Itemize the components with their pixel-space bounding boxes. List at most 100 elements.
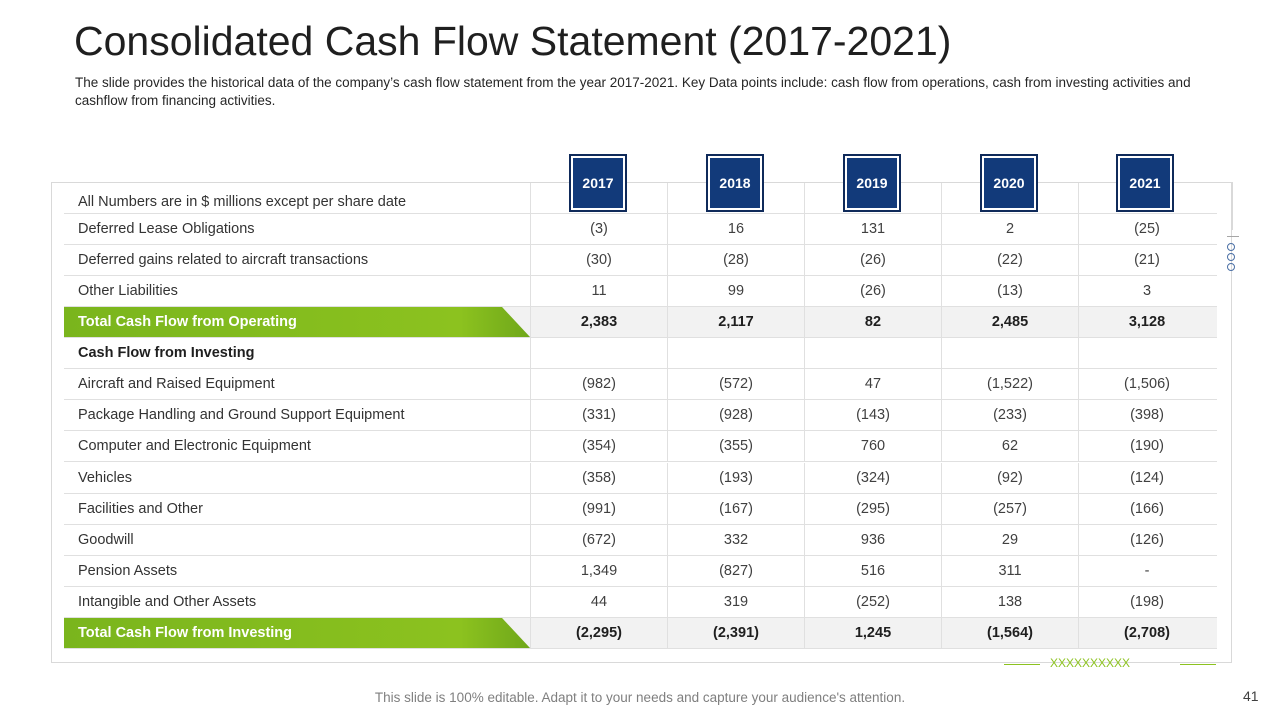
table-frame <box>51 182 1232 663</box>
total-investing-row: Total Cash Flow from Investing (2,295) (… <box>64 618 1217 649</box>
year-label: 2021 <box>1120 158 1170 208</box>
row-label: Total Cash Flow from Operating <box>78 314 297 330</box>
year-label: 2017 <box>573 158 623 208</box>
row-label: Intangible and Other Assets <box>78 594 257 610</box>
table-row: Pension Assets 1,349 (827) 516 311 - <box>64 556 1217 587</box>
table-row: Computer and Electronic Equipment (354) … <box>64 431 1217 462</box>
cell-2017: (358) <box>530 463 667 493</box>
table-row: Vehicles (358) (193) (324) (92) (124) <box>64 463 1217 494</box>
cell-2018: 99 <box>667 276 804 306</box>
table-row: Goodwill (672) 332 936 29 (126) <box>64 525 1217 556</box>
table-row: Deferred Lease Obligations (3) 16 131 2 … <box>64 214 1217 245</box>
year-header-2021: 2021 <box>1116 154 1174 212</box>
section-heading: Cash Flow from Investing <box>78 345 255 361</box>
cell-2020: (257) <box>941 494 1078 524</box>
cell-2017: (30) <box>530 245 667 275</box>
cell-2019: 82 <box>804 307 941 337</box>
year-label: 2019 <box>847 158 897 208</box>
cell-2018: (928) <box>667 400 804 430</box>
cell-2020: (1,522) <box>941 369 1078 399</box>
cell-2018: 319 <box>667 587 804 617</box>
cell-2018: (827) <box>667 556 804 586</box>
cell-2018: (167) <box>667 494 804 524</box>
total-row-banner <box>64 307 530 337</box>
decorative-dots-icon <box>1227 236 1239 273</box>
cell-2017: 2,383 <box>530 307 667 337</box>
cell-2017: (982) <box>530 369 667 399</box>
cell-2019: 936 <box>804 525 941 555</box>
cell-2020: 311 <box>941 556 1078 586</box>
cell-2019 <box>804 338 941 368</box>
cell-2017: (3) <box>530 214 667 244</box>
cell-2021: 3,128 <box>1078 307 1215 337</box>
row-label: Total Cash Flow from Investing <box>78 625 293 641</box>
footer-rule-left <box>1004 664 1040 665</box>
cell-2019: (143) <box>804 400 941 430</box>
cell-2017: 11 <box>530 276 667 306</box>
footnote: This slide is 100% editable. Adapt it to… <box>374 690 906 705</box>
table-row: Deferred gains related to aircraft trans… <box>64 245 1217 276</box>
year-header-2020: 2020 <box>980 154 1038 212</box>
cell-2019: (252) <box>804 587 941 617</box>
cell-2020 <box>941 338 1078 368</box>
cell-2018: (572) <box>667 369 804 399</box>
year-header-2017: 2017 <box>569 154 627 212</box>
cell-2021: (1,506) <box>1078 369 1215 399</box>
cell-2020: 2 <box>941 214 1078 244</box>
cell-2021: (124) <box>1078 463 1215 493</box>
table-row: Facilities and Other (991) (167) (295) (… <box>64 494 1217 525</box>
row-label: Vehicles <box>78 470 133 486</box>
year-label: 2020 <box>984 158 1034 208</box>
cell-2019: 131 <box>804 214 941 244</box>
row-label: Pension Assets <box>78 563 178 579</box>
row-label: Other Liabilities <box>78 283 178 299</box>
cell-2021: (126) <box>1078 525 1215 555</box>
cell-2019: (26) <box>804 245 941 275</box>
cell-2020: 138 <box>941 587 1078 617</box>
cell-2018: (355) <box>667 431 804 461</box>
cell-2021 <box>1078 338 1215 368</box>
cell-2020: 62 <box>941 431 1078 461</box>
frame-divider <box>1232 182 1233 230</box>
cell-2021: (21) <box>1078 245 1215 275</box>
cell-2019: (324) <box>804 463 941 493</box>
row-label: Goodwill <box>78 532 134 548</box>
row-label: Computer and Electronic Equipment <box>78 438 311 454</box>
footer-pattern: XXXXXXXXXX <box>1050 656 1131 670</box>
cell-2018: (28) <box>667 245 804 275</box>
cell-2019: (295) <box>804 494 941 524</box>
cell-2020: (22) <box>941 245 1078 275</box>
table-row: Other Liabilities 11 99 (26) (13) 3 <box>64 276 1217 307</box>
cell-2017: (354) <box>530 431 667 461</box>
page-number: 41 <box>1243 688 1259 704</box>
cell-2017: 1,349 <box>530 556 667 586</box>
page-subtitle: The slide provides the historical data o… <box>75 75 1191 108</box>
cell-2019: 1,245 <box>804 618 941 648</box>
cell-2018: (2,391) <box>667 618 804 648</box>
cell-2021: (198) <box>1078 587 1215 617</box>
year-header-2019: 2019 <box>843 154 901 212</box>
table-row: Intangible and Other Assets 44 319 (252)… <box>64 587 1217 618</box>
year-label: 2018 <box>710 158 760 208</box>
table-row: Package Handling and Ground Support Equi… <box>64 400 1217 431</box>
cell-2020: (233) <box>941 400 1078 430</box>
cell-2020: (1,564) <box>941 618 1078 648</box>
cell-2020: 2,485 <box>941 307 1078 337</box>
cell-2019: 760 <box>804 431 941 461</box>
cell-2021: (190) <box>1078 431 1215 461</box>
cell-2018: 332 <box>667 525 804 555</box>
row-label: Deferred Lease Obligations <box>78 221 255 237</box>
row-label: Aircraft and Raised Equipment <box>78 376 275 392</box>
table-header-row: All Numbers are in $ millions except per… <box>64 183 1217 214</box>
section-heading-row: Cash Flow from Investing <box>64 338 1217 369</box>
cell-2018: 2,117 <box>667 307 804 337</box>
cell-2021: - <box>1078 556 1215 586</box>
cell-2017: (2,295) <box>530 618 667 648</box>
cell-2018 <box>667 338 804 368</box>
year-header-2018: 2018 <box>706 154 764 212</box>
cell-2021: (398) <box>1078 400 1215 430</box>
cell-2021: (25) <box>1078 214 1215 244</box>
cell-2019: 47 <box>804 369 941 399</box>
page-title: Consolidated Cash Flow Statement (2017-2… <box>74 18 952 64</box>
cell-2021: (166) <box>1078 494 1215 524</box>
